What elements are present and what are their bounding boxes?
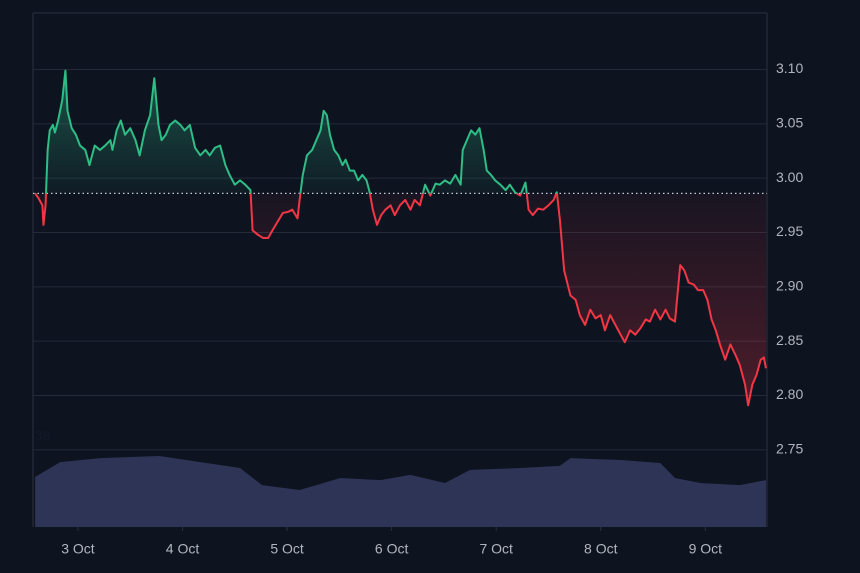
- x-tick-label: 9 Oct: [689, 541, 723, 557]
- y-tick-label: 2.80: [776, 386, 803, 402]
- x-tick-label: 6 Oct: [375, 541, 409, 557]
- y-tick-label: 2.75: [776, 441, 803, 457]
- x-tick-label: 5 Oct: [270, 541, 304, 557]
- y-tick-label: 3.00: [776, 169, 803, 185]
- y-tick-label: 2.90: [776, 278, 803, 294]
- baseline-area: [35, 70, 766, 406]
- x-tick-label: 4 Oct: [166, 541, 200, 557]
- y-tick-label: 3.10: [776, 60, 803, 76]
- y-tick-label: 2.95: [776, 223, 803, 239]
- y-tick-label: 2.85: [776, 332, 803, 348]
- x-tick-label: 8 Oct: [584, 541, 618, 557]
- volume-area: [35, 455, 766, 527]
- y2-tick-label: 38: [35, 428, 51, 444]
- y-tick-label: 3.05: [776, 115, 803, 131]
- price-line: [34, 69, 767, 407]
- x-tick-label: 3 Oct: [61, 541, 95, 557]
- x-tick-label: 7 Oct: [479, 541, 513, 557]
